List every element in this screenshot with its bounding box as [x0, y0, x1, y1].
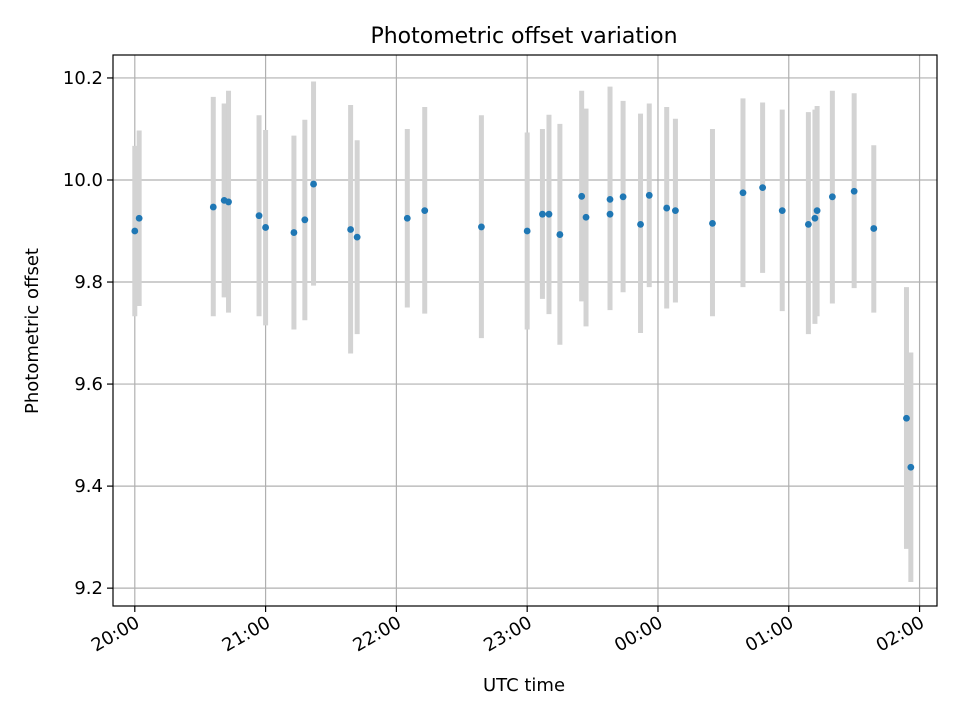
- data-point: [578, 192, 586, 200]
- plot-area: [112, 54, 938, 607]
- data-point: [804, 220, 812, 228]
- data-point: [907, 463, 915, 471]
- data-point: [556, 231, 564, 238]
- data-point: [778, 207, 786, 215]
- data-point: [262, 224, 269, 231]
- data-point: [813, 207, 821, 215]
- y-axis-ticks: 9.2 9.4 9.6 9.8 10.0 10.2: [63, 68, 113, 599]
- data-point: [637, 220, 644, 228]
- y-tick-label: 9.6: [74, 374, 103, 395]
- data-point: [209, 203, 217, 211]
- data-point: [131, 227, 139, 235]
- data-point: [606, 195, 614, 203]
- data-point: [523, 227, 531, 235]
- chart-title: Photometric offset variation: [370, 24, 677, 49]
- data-point: [478, 223, 485, 231]
- data-point: [828, 193, 836, 201]
- x-tick-label: 23:00: [480, 612, 535, 656]
- data-point: [582, 213, 590, 221]
- data-point: [739, 189, 747, 197]
- data-point: [645, 191, 653, 199]
- data-point: [290, 229, 298, 236]
- y-axis-title: Photometric offset: [22, 248, 43, 414]
- data-point: [709, 219, 716, 227]
- data-point: [301, 216, 309, 224]
- x-tick-label: 22:00: [349, 612, 404, 656]
- x-tick-label: 21:00: [219, 612, 274, 656]
- data-point: [539, 210, 546, 218]
- data-point: [811, 214, 819, 222]
- data-point: [672, 207, 679, 215]
- x-tick-label: 20:00: [88, 612, 143, 656]
- plot-frame: [112, 54, 938, 607]
- data-point: [663, 204, 671, 212]
- data-point: [225, 198, 232, 206]
- data-point: [606, 210, 614, 218]
- x-axis-title: UTC time: [483, 675, 565, 696]
- data-point: [850, 187, 858, 195]
- y-tick-label: 10.0: [63, 170, 103, 191]
- data-point: [870, 225, 878, 232]
- data-point: [255, 212, 263, 220]
- data-point: [759, 184, 767, 192]
- data-point: [310, 180, 317, 188]
- y-tick-label: 9.2: [74, 578, 103, 599]
- data-point: [619, 193, 627, 201]
- y-tick-label: 10.2: [63, 68, 103, 89]
- x-tick-label: 02:00: [873, 612, 928, 656]
- data-point: [421, 207, 429, 215]
- y-tick-label: 9.8: [74, 272, 103, 293]
- x-tick-label: 00:00: [611, 612, 666, 656]
- y-tick-label: 9.4: [74, 476, 103, 497]
- x-tick-label: 01:00: [742, 612, 797, 656]
- x-axis-ticks: 20:00 21:00 22:00 23:00 00:00 01:00 02:00: [88, 606, 928, 656]
- data-point: [135, 214, 143, 222]
- data-point: [353, 233, 361, 241]
- data-points: [131, 180, 915, 471]
- data-point: [347, 226, 355, 233]
- data-point: [403, 214, 411, 222]
- data-point: [903, 414, 910, 422]
- data-point: [545, 210, 553, 218]
